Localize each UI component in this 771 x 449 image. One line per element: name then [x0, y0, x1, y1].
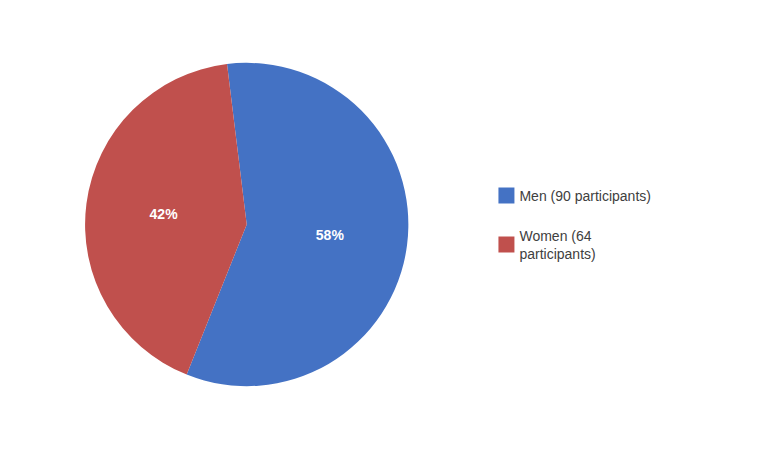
svg-text:42%: 42%: [150, 206, 179, 222]
svg-text:Women (64: Women (64: [519, 228, 591, 244]
svg-text:Men (90 participants): Men (90 participants): [519, 188, 651, 204]
svg-text:participants): participants): [519, 246, 595, 262]
svg-text:58%: 58%: [316, 227, 345, 243]
